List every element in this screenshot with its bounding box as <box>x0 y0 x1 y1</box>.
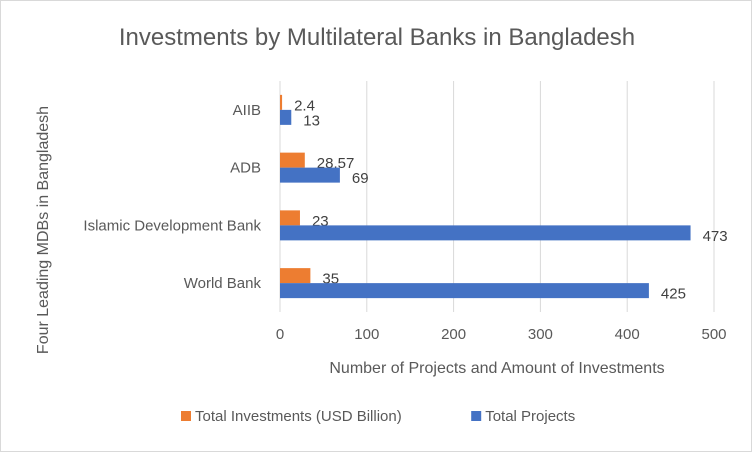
bar-adb-total-projects <box>280 167 340 183</box>
category-label-islamic-development-bank: Islamic Development Bank <box>83 217 261 234</box>
category-label-adb: ADB <box>230 160 261 177</box>
category-labels: AIIB ADB Islamic Development Bank World Ban… <box>83 102 261 292</box>
bar-adb-total-investments-usd-billion <box>280 152 305 168</box>
bar-islamic-development-bank-total-projects <box>280 225 691 241</box>
data-label: 425 <box>661 286 686 303</box>
data-label: 69 <box>352 170 369 187</box>
data-label: 473 <box>703 228 728 245</box>
category-label-world-bank: World Bank <box>184 275 262 292</box>
bar-world-bank-total-investments-usd-billion <box>280 268 311 284</box>
legend-label-total-investments-usd-billion: Total Investments (USD Billion) <box>195 408 402 425</box>
chart-title: Investments by Multilateral Banks in Ban… <box>119 24 635 51</box>
x-tick-label: 300 <box>528 326 553 343</box>
x-tick-label: 400 <box>615 326 640 343</box>
x-tick-label: 0 <box>276 326 284 343</box>
legend-swatch-total-projects <box>471 411 482 421</box>
x-tick-labels: 0 100 200 300 400 500 <box>276 326 727 343</box>
category-label-aiib: AIIB <box>233 102 261 119</box>
x-axis-title: Number of Projects and Amount of Investm… <box>329 360 664 377</box>
x-tick-label: 500 <box>701 326 726 343</box>
gridlines <box>279 81 715 312</box>
bar-aiib-total-investments-usd-billion <box>280 94 283 110</box>
bar-islamic-development-bank-total-investments-usd-billion <box>280 210 300 226</box>
legend: Total Investments (USD Billion) Total Pro… <box>181 408 575 425</box>
bar-aiib-total-projects <box>280 109 292 125</box>
bar-world-bank-total-projects <box>280 283 649 299</box>
legend-label-total-projects: Total Projects <box>485 408 575 425</box>
data-label: 13 <box>303 112 320 129</box>
data-label: 2.4 <box>294 97 315 114</box>
x-tick-label: 200 <box>441 326 466 343</box>
x-tick-label: 100 <box>354 326 379 343</box>
legend-swatch-total-investments-usd-billion <box>181 411 191 421</box>
y-axis-title: Four Leading MDBs in Bangladesh <box>35 106 52 354</box>
